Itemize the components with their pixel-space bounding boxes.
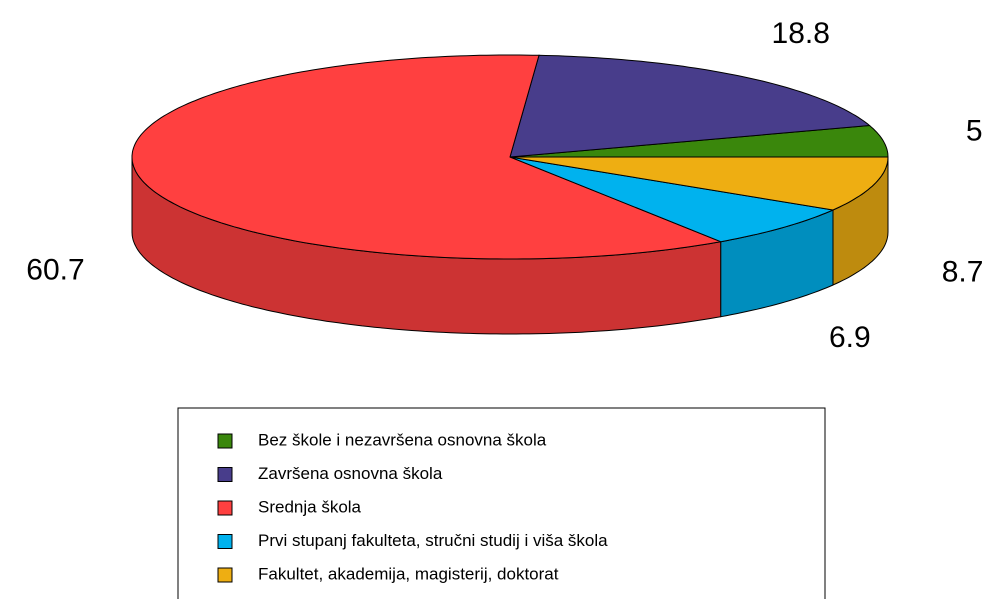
- legend-label: Prvi stupanj fakulteta, stručni studij i…: [258, 531, 608, 550]
- legend-swatch: [217, 567, 233, 583]
- data-label: 6.9: [829, 321, 871, 354]
- slice: [509, 156, 889, 211]
- slice: [509, 54, 871, 158]
- data-label: 60.7: [26, 253, 84, 286]
- legend-label: Fakultet, akademija, magisterij, doktora…: [258, 564, 559, 583]
- data-label: 18.8: [772, 17, 830, 50]
- pie-labels: 5 18.8 60.7 6.9 8.7: [26, 17, 983, 354]
- pie-tops: [131, 54, 889, 260]
- legend-label: Završena osnovna škola: [258, 464, 443, 483]
- legend-swatch: [217, 433, 233, 449]
- slice: [509, 156, 835, 243]
- legend-box: [177, 407, 826, 599]
- legend-swatch: [217, 500, 233, 516]
- data-label: 8.7: [942, 256, 984, 289]
- data-label: 5: [966, 115, 983, 148]
- legend-label: Bez škole i nezavršena osnovna škola: [258, 430, 547, 449]
- slice: [131, 54, 723, 260]
- legend-label: Srednja škola: [258, 497, 362, 516]
- legend-swatch: [217, 467, 233, 482]
- pie-sides: [131, 156, 889, 335]
- legend-swatch: [217, 534, 233, 549]
